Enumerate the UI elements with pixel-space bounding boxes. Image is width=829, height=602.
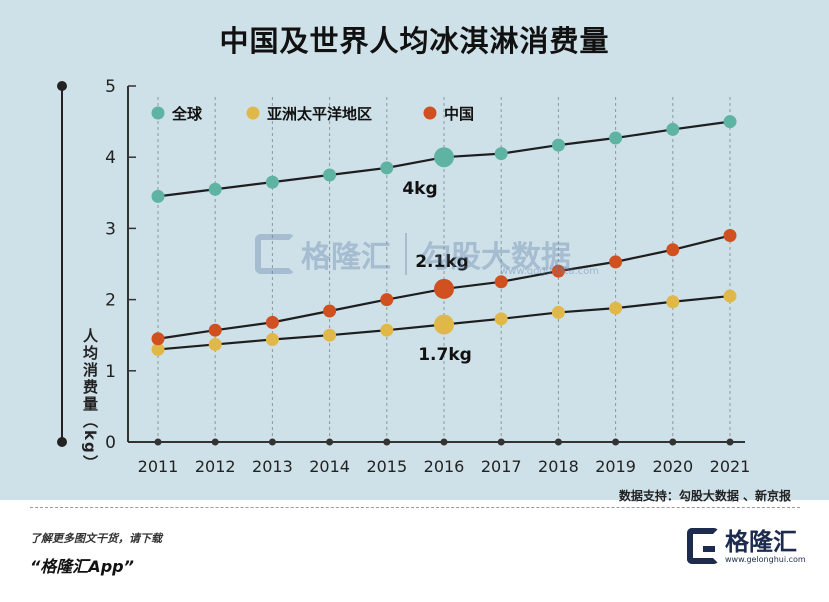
annotation-label: 1.7kg: [418, 345, 472, 365]
data-point: [723, 289, 737, 303]
x-tick-label: 2018: [538, 457, 579, 476]
x-tick-label: 2016: [424, 457, 465, 476]
legend-swatch: [151, 106, 165, 120]
annotation-label: 4kg: [402, 179, 437, 199]
x-tick-dot: [268, 438, 276, 446]
left-rule-dot: [57, 81, 67, 91]
x-tick-dot: [326, 438, 334, 446]
data-point: [666, 122, 680, 136]
data-point: [551, 305, 565, 319]
legend-label: 全球: [171, 105, 203, 123]
source-note: 数据支持：勾股大数据 、新京报: [618, 489, 791, 503]
y-tick-label: 5: [105, 77, 116, 97]
x-tick-label: 2020: [652, 457, 693, 476]
brand-name: 格隆汇: [725, 527, 797, 556]
x-tick-dot: [497, 438, 505, 446]
y-tick-label: 1: [105, 362, 116, 382]
y-axis-label: 人均消费量（kg）: [81, 328, 99, 472]
y-tick-label: 2: [105, 291, 116, 311]
data-point: [434, 147, 454, 168]
divider: [30, 507, 800, 508]
y-tick-label: 4: [105, 148, 116, 168]
y-tick-label: 0: [105, 433, 116, 453]
x-tick-label: 2012: [195, 457, 236, 476]
data-point: [380, 293, 394, 307]
data-point: [151, 189, 165, 203]
data-point: [723, 229, 737, 243]
x-tick-dot: [669, 438, 677, 446]
data-point: [323, 304, 337, 318]
x-tick-dot: [440, 438, 448, 446]
x-tick-dot: [383, 438, 391, 446]
chart-background: [0, 0, 829, 500]
x-tick-dot: [612, 438, 620, 446]
legend-swatch: [423, 106, 437, 120]
x-tick-label: 2014: [309, 457, 350, 476]
watermark: 格隆汇 勾股大数据: [255, 232, 571, 276]
watermark-brand: 格隆汇: [301, 240, 391, 275]
legend-swatch: [246, 106, 260, 120]
footer-prompt: 了解更多图文干货，请下载: [30, 532, 162, 545]
data-point: [434, 314, 454, 335]
data-point: [208, 182, 222, 196]
x-tick-dot: [726, 438, 734, 446]
data-point: [323, 168, 337, 182]
line-chart: 0 1 2 3 4 5 2011 2012 2013 2014 2015 2016 2017 2018 20…: [57, 77, 751, 476]
legend-label: 亚洲太平洋地区: [267, 105, 372, 123]
data-point: [609, 255, 623, 269]
data-point: [494, 312, 508, 326]
data-point: [265, 315, 279, 329]
x-tick-label: 2015: [366, 457, 407, 476]
data-point: [265, 175, 279, 189]
data-point: [494, 147, 508, 161]
data-point: [551, 138, 565, 152]
chart-title: 中国及世界人均冰淇淋消费量: [219, 24, 610, 58]
data-point: [151, 342, 165, 356]
x-tick-dot: [154, 438, 162, 446]
data-point: [323, 328, 337, 342]
footer-app-name: “格隆汇App”: [30, 557, 134, 576]
data-point: [609, 301, 623, 315]
x-tick-label: 2017: [481, 457, 522, 476]
data-point: [551, 264, 565, 278]
annotation-label: 2.1kg: [415, 252, 469, 272]
data-point: [151, 332, 165, 346]
watermark-url: www.gogudata.com: [500, 266, 600, 277]
data-point: [494, 275, 508, 289]
data-point: [666, 295, 680, 309]
data-point: [723, 115, 737, 129]
brand-logo: 格隆汇 www.gelonghui.com: [687, 528, 806, 564]
x-tick-label: 2019: [595, 457, 636, 476]
watermark-divider: [405, 233, 407, 275]
x-tick-label: 2021: [710, 457, 751, 476]
brand-url: www.gelonghui.com: [725, 554, 806, 564]
data-point: [208, 323, 222, 337]
x-tick-dot: [211, 438, 219, 446]
x-tick-dot: [554, 438, 562, 446]
watermark-partner: 勾股大数据: [421, 240, 571, 275]
left-rule-dot: [57, 437, 67, 447]
watermark-logo-icon: [255, 234, 295, 274]
data-point: [208, 337, 222, 351]
data-point: [609, 131, 623, 145]
y-tick-label: 3: [105, 219, 116, 239]
data-point: [265, 332, 279, 346]
data-point: [666, 243, 680, 257]
data-point: [434, 278, 454, 299]
legend-label: 中国: [444, 105, 474, 123]
brand-g-icon: [687, 528, 719, 564]
x-tick-label: 2013: [252, 457, 293, 476]
data-point: [380, 161, 394, 175]
x-tick-label: 2011: [138, 457, 179, 476]
data-point: [380, 323, 394, 337]
